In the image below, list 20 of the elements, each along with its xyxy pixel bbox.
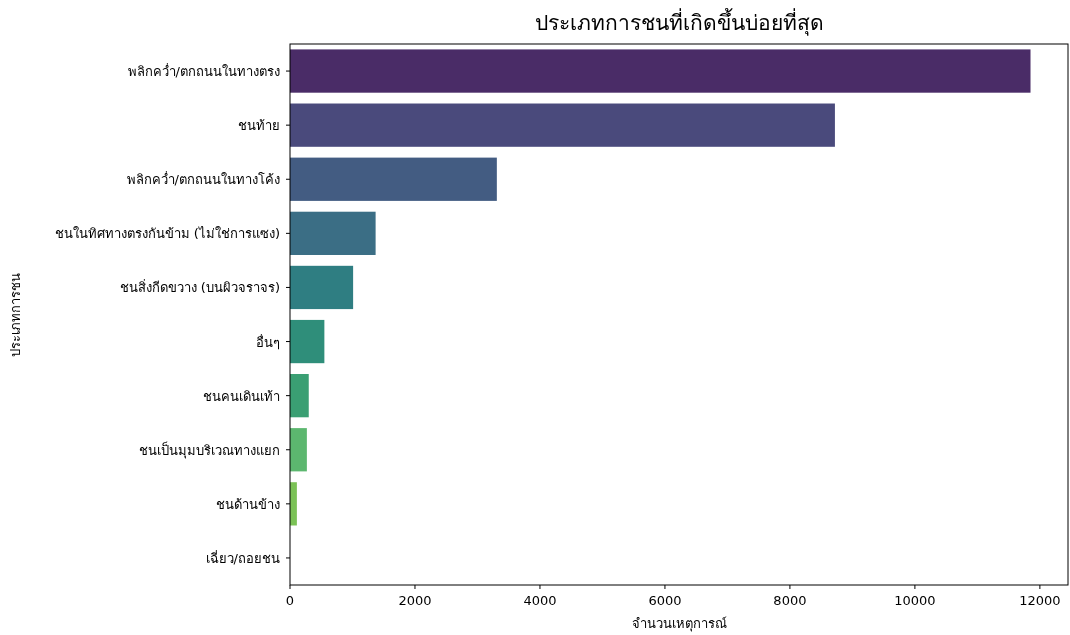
x-tick-label: 4000 (523, 593, 557, 608)
x-tick-label: 12000 (1019, 593, 1061, 608)
x-tick-label: 0 (285, 593, 295, 608)
y-tick-label: พลิกคว่ำ/ตกถนนในทางโค้ง (126, 171, 280, 188)
y-tick-label: อื่นๆ (256, 333, 280, 350)
x-tick-label: 6000 (648, 593, 682, 608)
y-tick-label: ชนด้านข้าง (216, 496, 280, 512)
y-tick-label: ชนเป็นมุมบริเวณทางแยก (139, 440, 280, 459)
x-axis-title: จำนวนเหตุการณ์ (631, 616, 727, 632)
y-tick-label: ชนคนเดินเท้า (203, 388, 280, 404)
y-tick-label: ชนท้าย (238, 118, 280, 134)
y-tick-label: พลิกคว่ำ/ตกถนนในทางตรง (127, 63, 280, 80)
y-axis-title: ประเภทการชน (8, 272, 23, 357)
y-tick-label: ชนในทิศทางตรงกันข้าม (ไม่ใช่การแซง) (54, 226, 280, 242)
x-tick-label: 2000 (398, 593, 432, 608)
chart-title: ประเภทการชนที่เกิดขึ้นบ่อยที่สุด (534, 8, 824, 36)
x-tick-label: 8000 (773, 593, 807, 608)
y-tick-label: เฉี่ยว/ถอยชน (205, 549, 280, 566)
x-tick-label: 10000 (894, 593, 936, 608)
y-tick-label: ชนสิ่งกีดขวาง (บนผิวจราจร) (119, 279, 280, 296)
